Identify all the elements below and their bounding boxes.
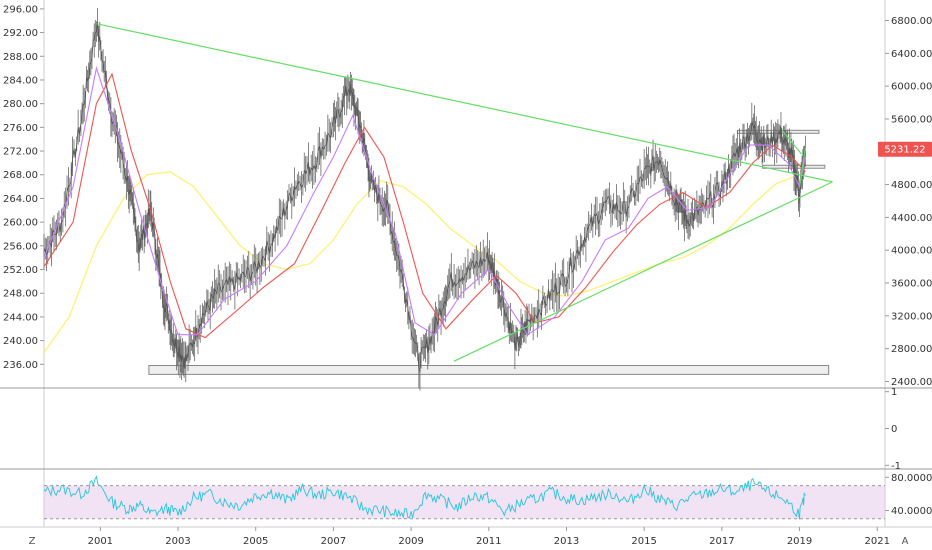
left-tick-label: 296.00: [3, 4, 38, 15]
right-tick-label: 4400.00: [891, 213, 932, 224]
right-tick-label: 4000.00: [891, 246, 932, 257]
left-axis: 236.00 240.00 244.00 248.00 252.00 256.00 260.…: [3, 4, 44, 371]
time-tick-label: 2003: [165, 536, 190, 547]
ma-short-layer: [43, 65, 806, 336]
right-tick-label: 4800.00: [891, 180, 932, 191]
time-axis[interactable]: 2001 2003 2005 2007 2009 2011 2013 2015 2017 2019…: [88, 527, 890, 547]
ma-medium-line: [43, 72, 806, 339]
right-tick-label: 3600.00: [891, 279, 932, 290]
right-tick-label: 6000.00: [891, 82, 932, 93]
drawn-rectangle[interactable]: [148, 364, 830, 375]
time-tick-label: 2007: [321, 536, 346, 547]
left-tick-label: 280.00: [3, 99, 38, 110]
rsi-tick-label: 80.0000: [891, 473, 932, 484]
left-tick-label: 244.00: [3, 312, 38, 323]
middle-tick-label: -1: [891, 461, 901, 472]
trendline[interactable]: [453, 181, 833, 362]
ma-medium-layer: [43, 72, 806, 339]
right-tick-label: 5600.00: [891, 114, 932, 125]
time-tick-label: 2005: [243, 536, 268, 547]
time-tick-label: 2017: [709, 536, 734, 547]
time-tick-label: 2021: [865, 536, 890, 547]
time-tick-label: 2009: [398, 536, 423, 547]
left-tick-label: 240.00: [3, 336, 38, 347]
right-tick-label: 6800.00: [891, 16, 932, 27]
left-tick-label: 236.00: [3, 360, 38, 371]
last-price-badge-bg: [878, 141, 932, 157]
ma-short-line: [43, 65, 806, 336]
time-tick-label: 2015: [631, 536, 656, 547]
price-layer: [43, 7, 806, 391]
trendline[interactable]: [96, 23, 833, 183]
corner-label-left[interactable]: Z: [29, 536, 36, 547]
left-tick-label: 276.00: [3, 123, 38, 134]
left-tick-label: 248.00: [3, 289, 38, 300]
middle-indicator-pane[interactable]: 1 0 -1: [885, 387, 901, 472]
last-price-value: 5231.22: [884, 145, 925, 156]
right-tick-label: 6400.00: [891, 49, 932, 60]
left-tick-label: 252.00: [3, 265, 38, 276]
left-tick-label: 292.00: [3, 28, 38, 39]
rsi-tick-label: 40.0000: [891, 506, 932, 517]
trendline[interactable]: [798, 148, 806, 187]
corner-label-right[interactable]: A: [902, 536, 909, 547]
left-tick-label: 260.00: [3, 218, 38, 229]
time-tick-label: 2019: [787, 536, 812, 547]
rsi-pane[interactable]: 80.0000 40.0000: [43, 473, 932, 520]
left-tick-label: 272.00: [3, 147, 38, 158]
middle-tick-label: 1: [891, 387, 897, 398]
left-tick-label: 268.00: [3, 170, 38, 181]
ma-long-line: [43, 171, 806, 353]
left-tick-label: 288.00: [3, 52, 38, 63]
right-tick-label: 3200.00: [891, 311, 932, 322]
left-tick-label: 256.00: [3, 241, 38, 252]
ma-long-layer: [43, 171, 806, 353]
right-tick-label: 2800.00: [891, 344, 932, 355]
right-tick-label: 2400.00: [891, 377, 932, 388]
pane-frames: [0, 0, 932, 528]
rsi-line: [43, 475, 806, 520]
price-pane[interactable]: [43, 7, 833, 391]
left-tick-label: 264.00: [3, 194, 38, 205]
left-tick-label: 284.00: [3, 75, 38, 86]
time-tick-label: 2011: [476, 536, 501, 547]
time-tick-label: 2013: [554, 536, 579, 547]
last-price-badge: 5231.22: [878, 141, 932, 157]
price-line: [43, 22, 806, 372]
middle-tick-label: 0: [891, 424, 897, 435]
time-tick-label: 2001: [88, 536, 113, 547]
trendline[interactable]: [781, 129, 802, 155]
trendlines-layer: [96, 23, 833, 362]
